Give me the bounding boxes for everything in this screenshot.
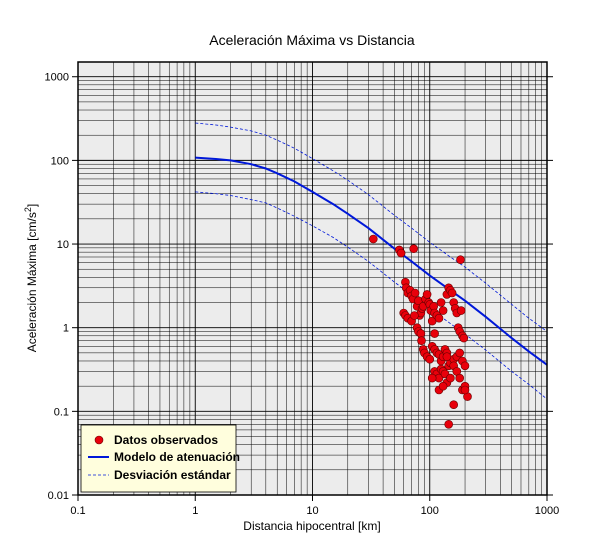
y-axis-label: Aceleración Máxima [cm/s2] xyxy=(23,204,39,352)
x-tick-label: 10 xyxy=(306,505,318,517)
y-tick-label: 1 xyxy=(63,323,69,335)
chart-title: Aceleración Máxima vs Distancia xyxy=(209,32,415,48)
data-points xyxy=(368,234,472,429)
y-tick-label: 0.01 xyxy=(48,490,69,502)
x-tick-label: 0.1 xyxy=(70,505,85,517)
observed-data-point xyxy=(425,354,435,364)
y-tick-label: 10 xyxy=(57,239,69,251)
observed-data-point xyxy=(436,298,446,307)
observed-data-point xyxy=(442,352,452,362)
observed-data-point xyxy=(446,373,455,383)
std-deviation-line-2 xyxy=(195,122,548,332)
observed-data-point xyxy=(368,234,378,244)
observed-data-point xyxy=(444,419,454,429)
y-axis-label-end: ] xyxy=(25,204,39,207)
legend-marker-observed xyxy=(94,435,104,445)
x-tick-label: 1000 xyxy=(535,505,559,517)
legend-label-stddev: Desviación estándar xyxy=(114,468,231,482)
observed-data-point xyxy=(447,288,457,298)
observed-data-point xyxy=(410,311,419,320)
observed-data-point xyxy=(409,244,419,253)
y-axis-label-main: Aceleración Máxima [cm/s xyxy=(25,212,39,352)
observed-data-point xyxy=(456,255,465,265)
observed-data-point xyxy=(456,306,466,315)
y-tick-label: 1000 xyxy=(45,72,69,84)
observed-data-point xyxy=(438,306,448,315)
observed-data-point xyxy=(434,313,444,323)
observed-data-point xyxy=(430,329,439,338)
observed-data-point xyxy=(438,381,448,391)
observed-data-point xyxy=(427,373,437,383)
legend-box xyxy=(80,424,237,493)
observed-data-point xyxy=(460,385,470,395)
x-axis-label: Distancia hipocentral [km] xyxy=(243,519,380,533)
std-deviation-line-3 xyxy=(195,191,548,400)
legend-label-observed: Datos observados xyxy=(114,433,218,447)
observed-data-point xyxy=(396,248,406,258)
observed-data-point xyxy=(455,373,465,383)
y-tick-label: 0.1 xyxy=(54,406,69,418)
legend-label-model: Modelo de atenuación xyxy=(114,450,240,464)
observed-data-point xyxy=(449,400,459,410)
series-lines xyxy=(195,122,548,400)
observed-data-point xyxy=(459,333,469,343)
observed-data-point xyxy=(410,288,420,298)
observed-data-point xyxy=(455,348,465,358)
legend: Datos observados Modelo de atenuación De… xyxy=(80,424,240,493)
attenuation-model-line xyxy=(195,156,548,366)
x-tick-label: 1 xyxy=(192,505,198,517)
grid-lines xyxy=(77,62,547,496)
y-axis-label-superscript: 2 xyxy=(23,207,33,212)
observed-data-point xyxy=(417,336,426,346)
y-tick-label: 100 xyxy=(51,155,69,167)
x-tick-label: 100 xyxy=(421,505,439,517)
observed-data-point xyxy=(416,329,426,338)
observed-data-point xyxy=(422,290,432,299)
observed-data-point xyxy=(460,361,470,371)
